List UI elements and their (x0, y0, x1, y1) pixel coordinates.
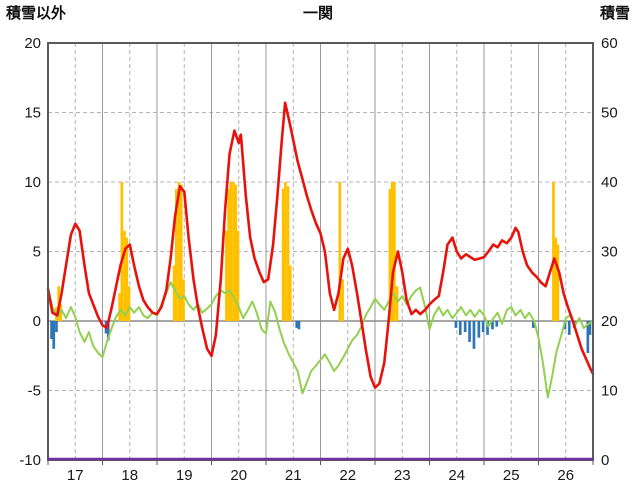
blue-bar (463, 321, 467, 333)
x-axis-tick-label: 18 (121, 467, 138, 484)
blue-bar (491, 321, 494, 330)
blue-bar (532, 321, 535, 328)
blue-bar (495, 321, 499, 327)
orange-bar (286, 186, 290, 321)
orange-bar (554, 237, 557, 321)
orange-bar (227, 188, 230, 321)
orange-bar (127, 286, 131, 322)
orange-bar (177, 182, 181, 321)
orange-bar (395, 286, 399, 322)
left-axis-tick-label: 10 (24, 174, 41, 191)
left-axis-tick-label: 0 (33, 313, 41, 330)
blue-bar (477, 321, 481, 338)
blue-bar (50, 321, 53, 340)
orange-bar (556, 244, 560, 321)
green-line (47, 281, 594, 399)
blue-bar (458, 321, 462, 335)
orange-bar (288, 265, 292, 321)
orange-bar (123, 230, 126, 321)
blue-bar (486, 321, 489, 335)
chart-title: 一関 (302, 5, 333, 22)
x-axis-tick-label: 21 (285, 467, 302, 484)
orange-bar (341, 279, 344, 321)
blue-bar (468, 321, 471, 342)
x-axis-tick-label: 25 (503, 467, 520, 484)
left-axis-tick-label: 20 (24, 35, 41, 52)
x-axis-tick-label: 23 (394, 467, 411, 484)
orange-bar (390, 182, 394, 321)
orange-bar (182, 279, 185, 321)
blue-bar (567, 321, 571, 335)
right-axis-tick-label: 30 (601, 244, 618, 261)
left-axis-tick-label: -10 (19, 452, 41, 469)
blue-bar (586, 321, 590, 353)
orange-bar (393, 182, 396, 321)
x-axis-tick-label: 22 (339, 467, 356, 484)
right-axis-tick-label: 20 (601, 313, 618, 330)
left-axis-tick-label: -5 (28, 383, 41, 400)
orange-bar (234, 184, 238, 321)
blue-bar (472, 321, 476, 349)
orange-bar (388, 188, 392, 321)
orange-bar (236, 230, 240, 321)
red-line (46, 101, 595, 390)
left-axis-tick-label: 15 (24, 105, 41, 122)
orange-bar (120, 182, 124, 321)
orange-bar (284, 182, 287, 321)
orange-bar (172, 265, 176, 321)
x-axis-tick-label: 24 (448, 467, 465, 484)
orange-bar (118, 293, 121, 321)
blue-bar (454, 321, 458, 328)
orange-bar (179, 184, 183, 321)
right-axis-tick-label: 40 (601, 174, 618, 191)
right-axis-tick-label: 50 (601, 105, 618, 122)
blue-bar (481, 321, 485, 333)
blue-bar (297, 321, 301, 330)
left-axis-tick-label: 5 (33, 244, 41, 261)
orange-bar (225, 230, 228, 321)
right-axis-tick-label: 0 (601, 452, 609, 469)
x-axis-tick-label: 26 (557, 467, 574, 484)
right-axis-title: 積雪 (599, 5, 630, 22)
blue-bar (106, 321, 110, 341)
right-axis-tick-label: 60 (601, 35, 618, 52)
left-axis-title: 積雪以外 (6, 5, 67, 22)
right-axis-tick-label: 10 (601, 383, 618, 400)
orange-bar (338, 182, 342, 321)
x-axis-tick-label: 17 (67, 467, 84, 484)
orange-bar (125, 237, 129, 321)
orange-bar (229, 182, 233, 321)
x-axis-tick-label: 20 (230, 467, 247, 484)
blue-bar (52, 321, 56, 349)
blue-bar (588, 321, 592, 335)
blue-bar (55, 321, 58, 333)
orange-bar (552, 182, 555, 321)
orange-bar (281, 188, 285, 321)
x-axis-tick-label: 19 (176, 467, 193, 484)
blue-bar (295, 321, 299, 328)
orange-bar (175, 188, 178, 321)
orange-bar (232, 182, 235, 321)
